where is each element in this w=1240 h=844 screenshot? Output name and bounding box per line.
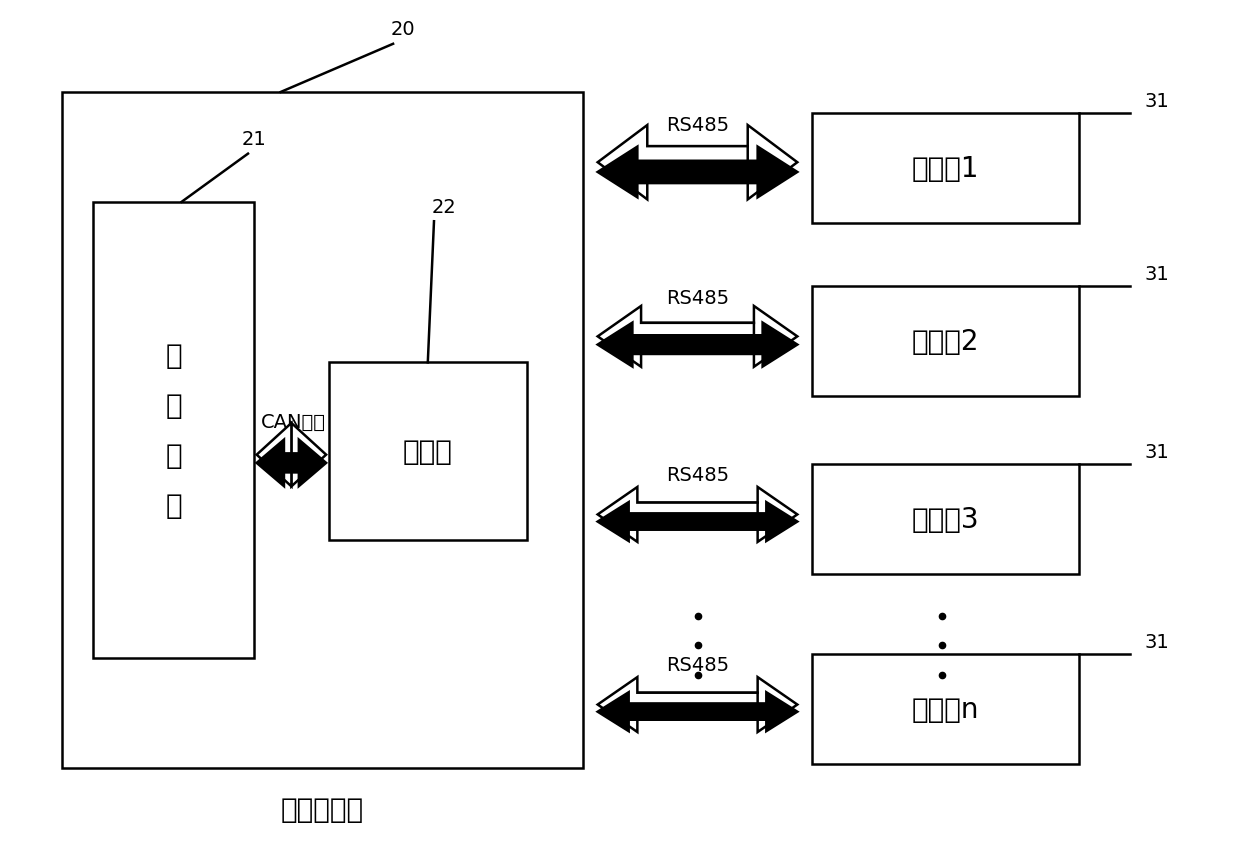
Text: RS485: RS485	[666, 656, 729, 674]
Polygon shape	[598, 677, 758, 732]
Text: 31: 31	[1145, 632, 1169, 651]
Bar	[93, 203, 254, 658]
Polygon shape	[647, 126, 797, 200]
Polygon shape	[598, 148, 758, 198]
Polygon shape	[598, 323, 763, 367]
Bar	[329, 363, 527, 540]
Text: 20: 20	[391, 20, 415, 39]
Text: 电能表n: 电能表n	[911, 695, 980, 723]
Text: 转换器: 转换器	[403, 437, 453, 466]
Bar	[812, 654, 1079, 764]
Polygon shape	[291, 424, 326, 487]
Polygon shape	[284, 440, 326, 486]
Text: 31: 31	[1145, 92, 1169, 111]
Text: 31: 31	[1145, 442, 1169, 461]
Polygon shape	[632, 323, 797, 367]
Text: RS485: RS485	[666, 116, 729, 134]
Bar	[812, 287, 1079, 397]
Polygon shape	[637, 677, 797, 732]
Polygon shape	[598, 502, 766, 541]
Bar	[812, 464, 1079, 574]
Text: 串口服务器: 串口服务器	[280, 794, 365, 823]
Polygon shape	[598, 692, 766, 731]
Text: 31: 31	[1145, 265, 1169, 284]
Text: 总
控
中
心: 总 控 中 心	[165, 342, 182, 519]
Polygon shape	[629, 502, 797, 541]
Text: 电能表3: 电能表3	[911, 505, 980, 533]
Text: RS485: RS485	[666, 289, 729, 307]
Polygon shape	[637, 148, 797, 198]
Polygon shape	[598, 487, 758, 542]
Text: 电能表1: 电能表1	[911, 154, 980, 183]
Polygon shape	[598, 126, 748, 200]
Polygon shape	[629, 692, 797, 731]
Polygon shape	[257, 424, 291, 487]
Text: CAN总线: CAN总线	[260, 413, 325, 431]
Polygon shape	[637, 487, 797, 542]
Bar	[812, 114, 1079, 224]
Text: RS485: RS485	[666, 466, 729, 484]
Text: 21: 21	[242, 130, 267, 149]
Text: 电能表2: 电能表2	[911, 327, 980, 356]
Bar	[62, 93, 583, 768]
Text: 22: 22	[432, 197, 456, 216]
Polygon shape	[598, 306, 754, 367]
Polygon shape	[257, 440, 299, 486]
Polygon shape	[641, 306, 797, 367]
